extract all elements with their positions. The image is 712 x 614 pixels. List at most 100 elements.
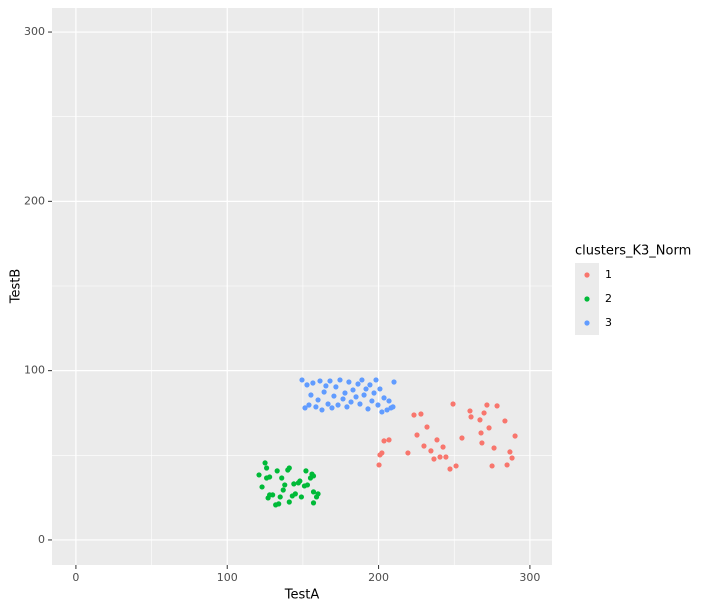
point: [512, 433, 518, 439]
point: [310, 380, 316, 386]
x-tick-label: 200: [368, 571, 389, 584]
y-axis-title: TestB: [9, 269, 24, 305]
point: [373, 377, 379, 383]
point: [365, 406, 371, 412]
point: [478, 430, 484, 436]
point: [421, 443, 427, 449]
point: [297, 478, 303, 484]
point: [299, 377, 305, 383]
point: [411, 412, 417, 418]
point: [443, 454, 449, 460]
point: [344, 404, 350, 410]
point: [477, 417, 483, 423]
point: [267, 474, 273, 480]
point: [369, 398, 375, 404]
point: [359, 377, 365, 383]
legend: 1 2 3: [575, 263, 612, 335]
point: [381, 395, 387, 401]
point: [267, 492, 273, 498]
point: [363, 386, 369, 392]
point: [428, 448, 434, 454]
point: [279, 475, 285, 481]
point: [481, 410, 487, 416]
point: [361, 392, 367, 398]
legend-label: 3: [605, 316, 612, 329]
legend-swatch: [584, 272, 590, 278]
point: [256, 472, 262, 478]
y-tick-label: 300: [24, 25, 45, 38]
point: [494, 403, 500, 409]
point: [310, 500, 317, 506]
point: [447, 466, 453, 472]
legend-swatch: [584, 296, 590, 302]
point: [468, 414, 474, 420]
point: [353, 394, 359, 400]
point: [331, 393, 337, 399]
point: [346, 379, 352, 385]
points: [256, 377, 518, 508]
point: [348, 399, 354, 405]
point: [319, 407, 325, 413]
point: [502, 418, 508, 424]
point: [313, 404, 319, 410]
y-tick-label: 100: [24, 364, 45, 377]
point: [262, 460, 268, 466]
point: [384, 407, 390, 413]
x-tick-label: 100: [217, 571, 238, 584]
x-axis-title: TestA: [284, 588, 320, 603]
panel-background: [52, 8, 552, 565]
point: [484, 402, 490, 408]
point: [440, 444, 446, 450]
point: [304, 482, 311, 488]
legend-title: clusters_K3_Norm: [575, 244, 691, 259]
point: [414, 432, 420, 438]
point: [453, 463, 459, 469]
point: [304, 382, 310, 388]
grid: [52, 8, 552, 565]
point: [467, 408, 473, 414]
x-tick-label: 300: [519, 571, 540, 584]
point: [376, 462, 382, 468]
point: [377, 386, 383, 392]
point: [303, 468, 309, 474]
point: [367, 382, 373, 388]
point: [259, 484, 265, 490]
point: [357, 401, 363, 407]
point: [292, 491, 298, 497]
point: [321, 389, 327, 395]
point: [431, 456, 437, 462]
point: [298, 494, 304, 500]
point: [459, 435, 465, 441]
point: [302, 405, 308, 411]
x-tick-label: 0: [72, 571, 79, 584]
legend-label: 2: [605, 292, 612, 305]
point: [479, 440, 485, 446]
point: [340, 396, 346, 402]
point: [489, 463, 495, 469]
point: [329, 405, 335, 411]
point: [405, 450, 411, 456]
point: [390, 404, 396, 410]
point: [286, 465, 292, 471]
point: [277, 494, 283, 500]
point: [509, 455, 515, 461]
point: [386, 437, 392, 443]
point: [434, 437, 440, 443]
point: [342, 390, 348, 396]
point: [379, 450, 385, 456]
point: [280, 487, 286, 493]
point: [309, 471, 315, 477]
axes: 0 100 200 300 0 100 200 300: [24, 25, 540, 584]
point: [315, 491, 321, 497]
point: [381, 438, 387, 444]
point: [450, 401, 456, 407]
legend-swatch: [584, 320, 590, 326]
point: [337, 377, 343, 383]
point: [391, 379, 397, 385]
point: [282, 482, 288, 488]
point: [386, 398, 392, 404]
point: [327, 378, 333, 384]
point: [276, 501, 282, 507]
point: [323, 383, 329, 389]
